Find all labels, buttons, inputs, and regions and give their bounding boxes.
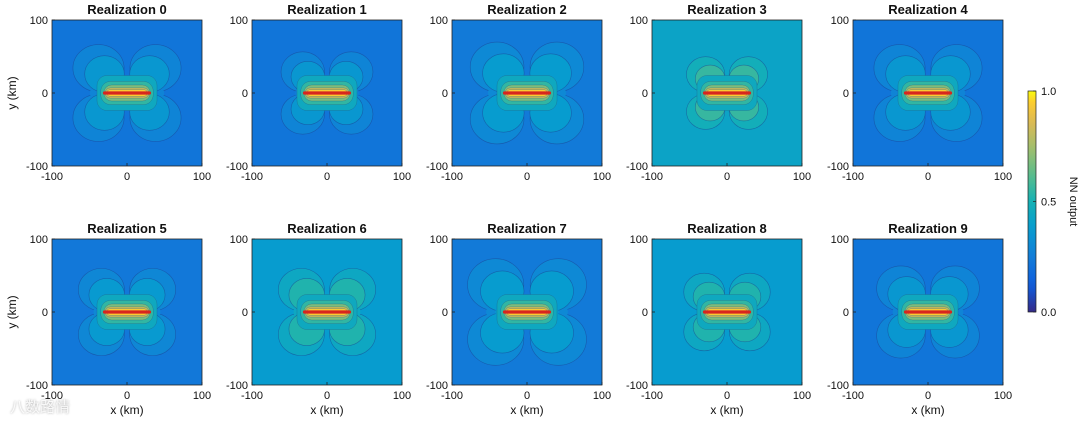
colorbar-label: NN output bbox=[1067, 177, 1079, 227]
panel-0: Realization 0 -100 0 100 100 0 -100 y (km) bbox=[5, 2, 211, 183]
x-tick-label: 100 bbox=[393, 390, 411, 402]
y-tick-label: 100 bbox=[831, 15, 849, 27]
y-tick-label: 100 bbox=[30, 15, 48, 27]
x-tick-label: 0 bbox=[124, 171, 130, 183]
watermark-text: 八数路情 bbox=[10, 398, 71, 416]
x-tick-label: 100 bbox=[593, 390, 611, 402]
panel-title: Realization 6 bbox=[287, 221, 366, 236]
panel-title: Realization 0 bbox=[87, 2, 166, 17]
y-tick-label: -100 bbox=[26, 380, 48, 392]
y-tick-label: 100 bbox=[430, 15, 448, 27]
x-tick-label: 0 bbox=[524, 390, 530, 402]
x-tick-label: -100 bbox=[641, 171, 663, 183]
panel-title: Realization 9 bbox=[888, 221, 967, 236]
heatmap-field bbox=[873, 44, 983, 142]
x-tick-label: 0 bbox=[124, 390, 130, 402]
x-tick-label: -100 bbox=[441, 171, 463, 183]
panel-6: Realization 6 -100 0 100 100 0 -100 x (km) bbox=[226, 221, 411, 417]
y-axis-label: y (km) bbox=[5, 295, 19, 328]
y-tick-label: -100 bbox=[626, 380, 648, 392]
y-tick-label: 0 bbox=[442, 307, 448, 319]
y-tick-label: 0 bbox=[843, 88, 849, 100]
x-tick-label: 0 bbox=[925, 171, 931, 183]
panel-5: Realization 5 -100 0 100 100 0 -100 y (km) x (km… bbox=[5, 221, 211, 417]
y-tick-label: -100 bbox=[626, 161, 648, 173]
panel-title: Realization 2 bbox=[487, 2, 566, 17]
panel-2: Realization 2 -100 0 100 100 0 -100 bbox=[426, 2, 611, 183]
x-tick-label: -100 bbox=[241, 171, 263, 183]
y-tick-label: -100 bbox=[827, 161, 849, 173]
y-tick-label: 0 bbox=[242, 307, 248, 319]
y-tick-label: -100 bbox=[226, 380, 248, 392]
x-tick-label: 0 bbox=[324, 390, 330, 402]
y-tick-label: 0 bbox=[42, 307, 48, 319]
y-tick-label: 100 bbox=[430, 234, 448, 246]
x-tick-label: -100 bbox=[441, 390, 463, 402]
panel-7: Realization 7 -100 0 100 100 0 -100 x (km) bbox=[426, 221, 611, 417]
x-tick-label: 100 bbox=[193, 171, 211, 183]
x-tick-label: 100 bbox=[393, 171, 411, 183]
y-tick-label: -100 bbox=[426, 161, 448, 173]
y-tick-label: 100 bbox=[630, 234, 648, 246]
x-tick-label: 0 bbox=[724, 390, 730, 402]
colorbar: 1.0 0.5 0.0 NN output bbox=[1027, 86, 1079, 319]
x-tick-label: 100 bbox=[994, 171, 1012, 183]
x-axis-label: x (km) bbox=[510, 403, 543, 417]
y-tick-label: 100 bbox=[630, 15, 648, 27]
x-tick-label: -100 bbox=[641, 390, 663, 402]
panel-8: Realization 8 -100 0 100 100 0 -100 x (km) bbox=[626, 221, 811, 417]
x-tick-label: 100 bbox=[793, 390, 811, 402]
y-tick-label: 0 bbox=[642, 307, 648, 319]
panel-title: Realization 1 bbox=[287, 2, 366, 17]
x-tick-label: -100 bbox=[842, 171, 864, 183]
y-tick-label: 0 bbox=[242, 88, 248, 100]
x-tick-label: 0 bbox=[324, 171, 330, 183]
y-tick-label: -100 bbox=[426, 380, 448, 392]
panel-title: Realization 5 bbox=[87, 221, 166, 236]
x-tick-label: 0 bbox=[524, 171, 530, 183]
panel-title: Realization 7 bbox=[487, 221, 566, 236]
x-tick-label: 100 bbox=[193, 390, 211, 402]
panel-9: Realization 9 -100 0 100 100 0 -100 x (km) bbox=[827, 221, 1012, 417]
panel-title: Realization 3 bbox=[687, 2, 766, 17]
y-tick-label: 100 bbox=[230, 15, 248, 27]
x-axis-label: x (km) bbox=[310, 403, 343, 417]
x-tick-label: -100 bbox=[41, 171, 63, 183]
colorbar-tick-label: 0.5 bbox=[1041, 197, 1056, 209]
y-tick-label: 100 bbox=[831, 234, 849, 246]
x-tick-label: 100 bbox=[593, 171, 611, 183]
y-tick-label: 100 bbox=[30, 234, 48, 246]
y-tick-label: 0 bbox=[442, 88, 448, 100]
x-tick-label: -100 bbox=[41, 390, 63, 402]
heatmap-field bbox=[469, 41, 585, 145]
y-tick-label: 0 bbox=[42, 88, 48, 100]
x-tick-label: 100 bbox=[793, 171, 811, 183]
x-tick-label: -100 bbox=[241, 390, 263, 402]
y-tick-label: -100 bbox=[26, 161, 48, 173]
x-axis-label: x (km) bbox=[911, 403, 944, 417]
x-tick-label: 100 bbox=[994, 390, 1012, 402]
colorbar-tick-label: 0.0 bbox=[1041, 307, 1056, 319]
heatmap-field bbox=[876, 265, 980, 359]
y-tick-label: 100 bbox=[230, 234, 248, 246]
x-tick-label: 0 bbox=[724, 171, 730, 183]
panel-3: Realization 3 -100 0 100 100 0 -100 bbox=[626, 2, 811, 183]
panel-1: Realization 1 -100 0 100 100 0 -100 bbox=[226, 2, 411, 183]
heatmap-field bbox=[467, 258, 587, 366]
y-tick-label: -100 bbox=[827, 380, 849, 392]
colorbar-tick-label: 1.0 bbox=[1041, 86, 1056, 98]
x-axis-label: x (km) bbox=[110, 403, 143, 417]
y-axis-label: y (km) bbox=[5, 76, 19, 109]
y-tick-label: -100 bbox=[226, 161, 248, 173]
y-tick-label: 0 bbox=[843, 307, 849, 319]
x-tick-label: -100 bbox=[842, 390, 864, 402]
y-tick-label: 0 bbox=[642, 88, 648, 100]
x-tick-label: 0 bbox=[925, 390, 931, 402]
panel-title: Realization 8 bbox=[687, 221, 766, 236]
panel-4: Realization 4 -100 0 100 100 0 -100 bbox=[827, 2, 1012, 183]
panel-title: Realization 4 bbox=[888, 2, 968, 17]
x-axis-label: x (km) bbox=[710, 403, 743, 417]
